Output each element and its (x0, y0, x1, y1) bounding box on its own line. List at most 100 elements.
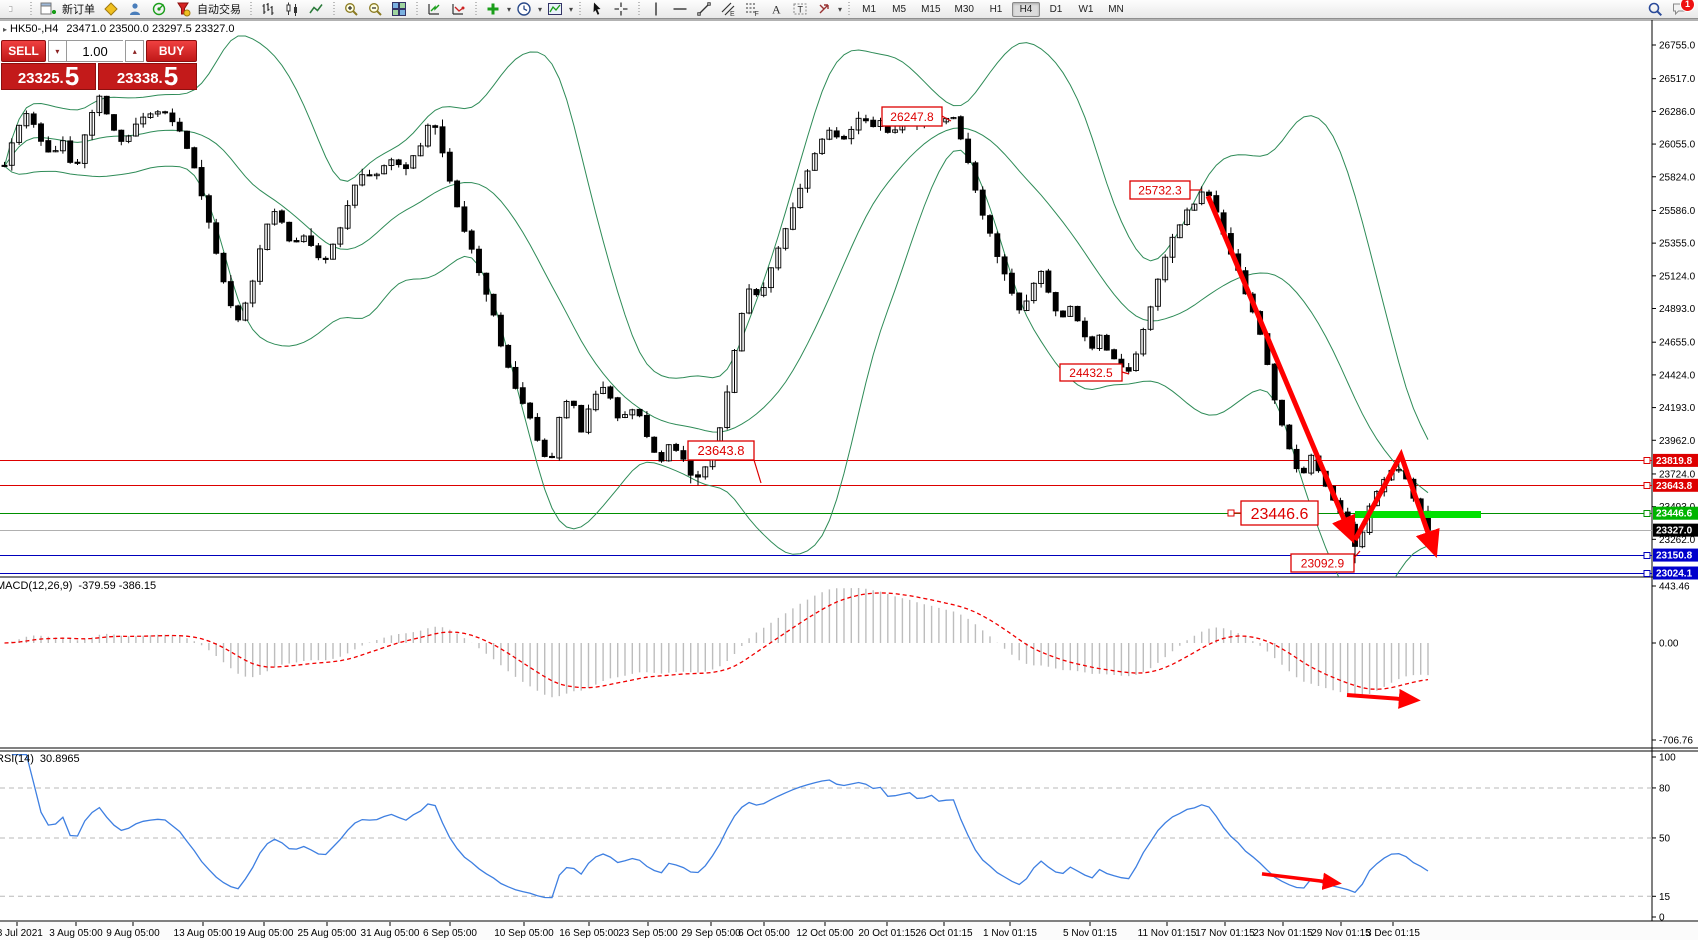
search-icon[interactable] (1644, 0, 1666, 19)
doc-edge-icon[interactable] (2, 0, 24, 19)
support-highlight-bar[interactable] (1355, 511, 1481, 518)
svg-text:23327.0: 23327.0 (1656, 526, 1693, 537)
toolbar-separator (473, 1, 478, 17)
templates-icon[interactable] (544, 0, 566, 19)
timeframe-button-d1[interactable]: D1 (1049, 3, 1063, 15)
cursor-icon[interactable] (586, 0, 608, 19)
periods-dropdown-caret[interactable]: ▾ (538, 4, 543, 14)
buy-price[interactable]: 23338. 5 (98, 63, 197, 90)
sell-price[interactable]: 23325. 5 (1, 61, 97, 91)
timeframe-button-h4[interactable]: H4 (1011, 1, 1040, 17)
toolbar-separator (414, 1, 419, 17)
timeframe-button-mn[interactable]: MN (1108, 3, 1124, 15)
zoom-in-icon[interactable] (340, 0, 362, 19)
rsi-trend-arrow[interactable] (1261, 872, 1342, 891)
price-axis-flag (1653, 548, 1698, 562)
bollinger-upper-band (4, 35, 1429, 440)
notification-badge: 1 (1680, 0, 1695, 12)
label-icon[interactable]: T (789, 0, 811, 19)
periods-icon[interactable] (513, 0, 535, 19)
time-axis-label: 10 Sep 05:00 (494, 928, 554, 939)
timeframe-button-m1[interactable]: M1 (862, 3, 877, 15)
price-axis-flag (1653, 566, 1698, 580)
buy-button[interactable]: BUY (146, 40, 197, 62)
new-order-icon[interactable] (37, 0, 59, 19)
chat-icon[interactable]: 1 (1668, 0, 1695, 19)
timeframe-button-m30[interactable]: M30 (954, 3, 974, 15)
time-axis-label: 6 Oct 05:00 (738, 928, 790, 939)
profiles-icon[interactable] (100, 0, 122, 19)
time-axis-label: 31 Aug 05:00 (361, 928, 420, 939)
rsi-line (11, 753, 1429, 899)
one-click-top-row: SELL ▾ 1.00 ▴ BUY (1, 40, 197, 62)
text-icon[interactable]: A (765, 0, 787, 19)
annotation-text: 24432.5 (1069, 366, 1113, 380)
volume-increase-stepper[interactable]: ▴ (125, 40, 145, 62)
timeframe-button-m5[interactable]: M5 (892, 3, 907, 15)
sell-price-frac: 5 (64, 61, 80, 91)
svg-text:0.00: 0.00 (1659, 639, 1679, 650)
candle-chart-icon[interactable] (281, 0, 303, 19)
trendline-icon[interactable] (693, 0, 715, 19)
time-axis-label: 13 Aug 05:00 (174, 928, 233, 939)
arrange-track-icon[interactable] (447, 0, 469, 19)
level-line-handle (1643, 457, 1651, 464)
macd-values: -379.59 -386.15 (78, 580, 157, 592)
level-line-handle (1643, 552, 1651, 559)
timeframe-button-h1[interactable]: H1 (989, 3, 1003, 15)
symbol-ohlc-values: 23471.0 23500.0 23297.5 23327.0 (66, 23, 235, 35)
main-toolbar: 新订单 自动交易 ▾ ▾ ▾ E F A T ▾ M1 M5 M15 M30 H1 H4 D1 W1 MN 1 (0, 0, 1698, 19)
annotation-box (1129, 180, 1191, 200)
market-watch-icon[interactable] (124, 0, 146, 19)
bars-chart-icon[interactable] (257, 0, 279, 19)
svg-text:26517.0: 26517.0 (1659, 74, 1696, 85)
price-axis-flag (1653, 523, 1698, 537)
sell-button[interactable]: SELL (1, 40, 47, 62)
price-annotations[interactable]: 26247.8 25732.3 24432.5 23643.8 23446.6 23092… (687, 106, 1361, 573)
annotation-text: 23092.9 (1301, 556, 1345, 570)
annotation-text: 26247.8 (890, 110, 934, 124)
zoom-out-icon[interactable] (364, 0, 386, 19)
toolbar-separator (28, 1, 33, 17)
svg-text:23962.0: 23962.0 (1659, 436, 1696, 447)
arrows-dropdown-caret[interactable]: ▾ (838, 4, 843, 14)
autotrading-label: 自动交易 (197, 4, 241, 16)
time-axis-label: 29 Nov 01:15 (1311, 928, 1371, 939)
new-order-label: 新订单 (62, 4, 95, 16)
zigzag-bounce-arrow (1352, 448, 1440, 559)
line-chart-icon[interactable] (305, 0, 327, 19)
crosshair-icon[interactable] (610, 0, 632, 19)
timeframe-button-w1[interactable]: W1 (1078, 3, 1094, 15)
vline-icon[interactable] (645, 0, 667, 19)
autotrading-icon[interactable] (172, 0, 194, 19)
svg-text:23150.8: 23150.8 (1656, 551, 1693, 562)
fibonacci-icon[interactable]: F (741, 0, 763, 19)
price-axis-flag (1653, 506, 1698, 520)
toolbar-separator (636, 1, 642, 17)
time-axis-label: 29 Sep 05:00 (681, 928, 741, 939)
svg-text:F: F (755, 11, 759, 17)
indicators-dropdown-caret[interactable]: ▾ (507, 4, 512, 14)
arrange-up-icon[interactable] (423, 0, 445, 19)
trend-arrows[interactable] (1205, 195, 1440, 559)
time-axis-label: 25 Aug 05:00 (298, 928, 357, 939)
volume-decrease-stepper[interactable]: ▾ (48, 40, 67, 62)
tile-windows-icon[interactable] (388, 0, 410, 19)
hline-icon[interactable] (669, 0, 691, 19)
volume-input[interactable]: 1.00 (66, 40, 124, 62)
buy-price-frac: 5 (163, 61, 179, 91)
timeframe-button-m15[interactable]: M15 (921, 3, 941, 15)
macd-trend-arrow[interactable] (1346, 688, 1421, 709)
candlestick-series (1, 94, 1431, 564)
channel-icon[interactable]: E (717, 0, 739, 19)
time-axis: 28 Jul 2021 3 Aug 05:009 Aug 05:00 13 Aug … (0, 922, 1698, 940)
arrows-icon[interactable] (813, 0, 835, 19)
svg-text:23724.0: 23724.0 (1659, 469, 1696, 480)
main-price-pane (1, 35, 1431, 577)
templates-dropdown-caret[interactable]: ▾ (569, 4, 574, 14)
signals-icon[interactable] (148, 0, 170, 19)
indicators-icon[interactable] (482, 0, 504, 19)
svg-text:T: T (798, 5, 804, 15)
svg-text:-706.76: -706.76 (1659, 736, 1693, 747)
